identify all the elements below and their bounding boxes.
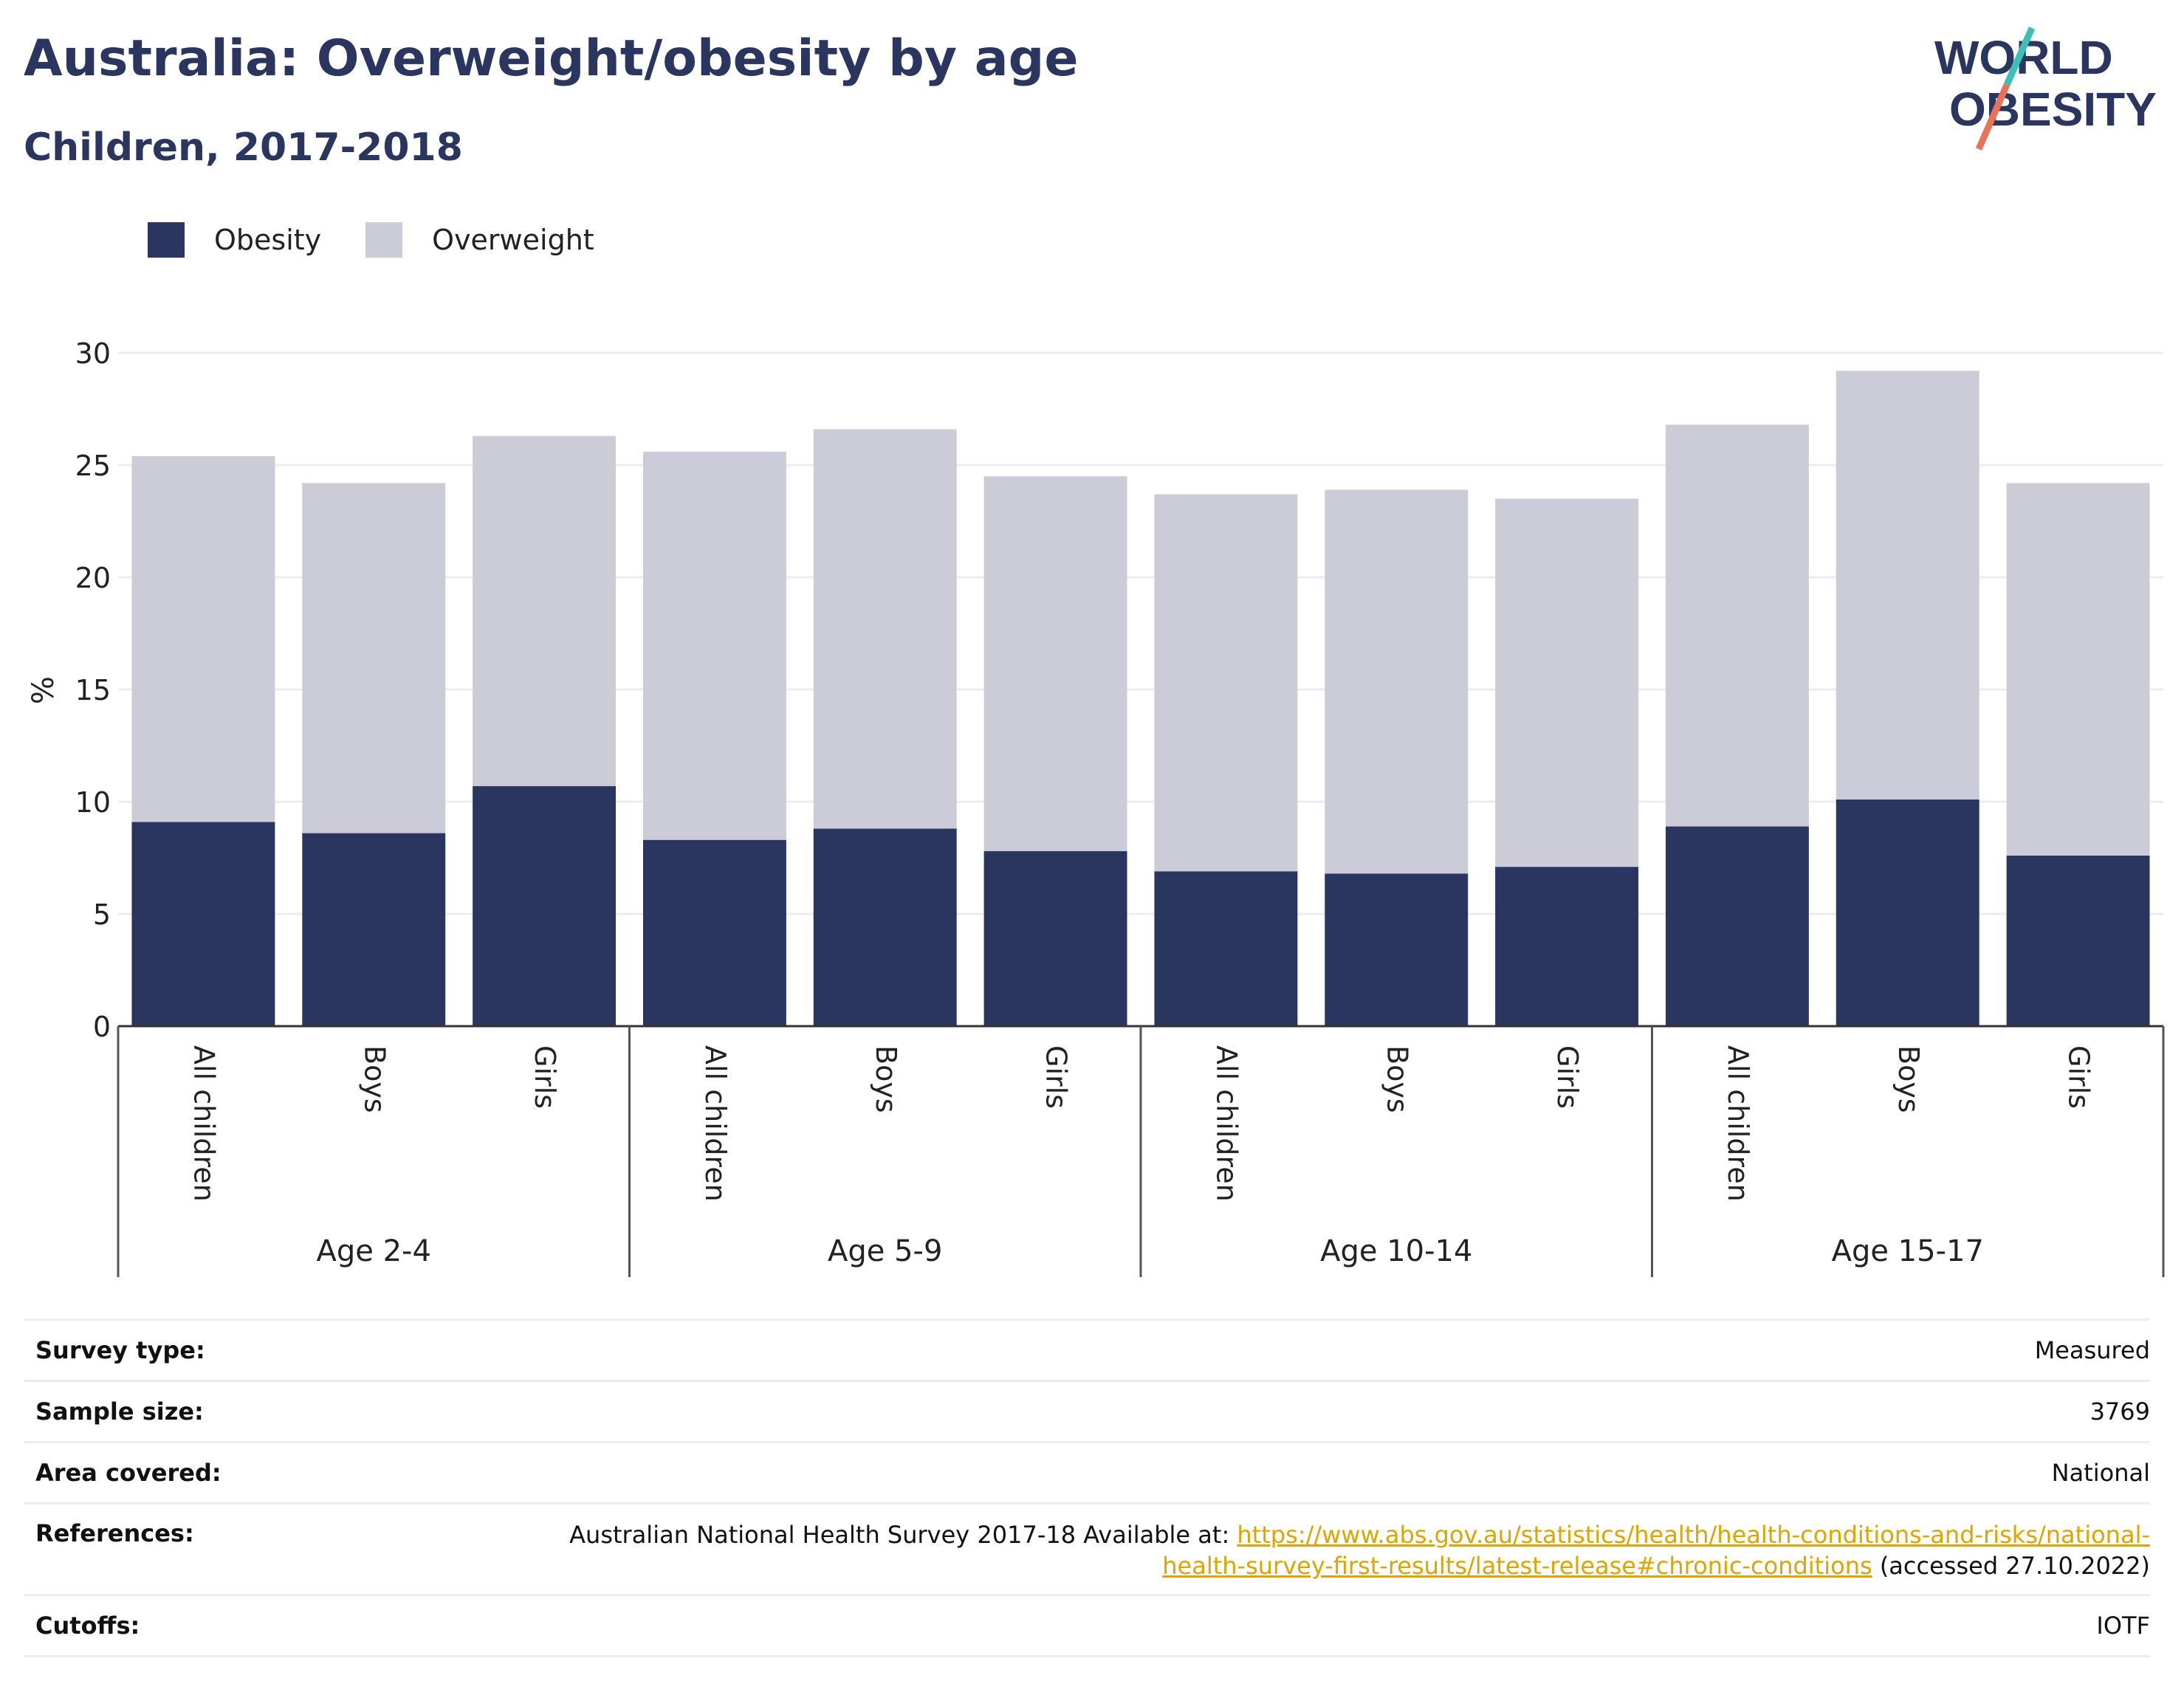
bar-obesity: [1154, 871, 1298, 1026]
legend: Obesity Overweight: [148, 220, 639, 260]
legend-swatch-overweight: [365, 222, 403, 258]
cutoffs-label: Cutoffs:: [35, 1612, 140, 1640]
references-label: References:: [35, 1519, 194, 1547]
bar-overweight: [1665, 424, 1809, 827]
stacked-bar-chart: 0 5 10 15 20 25 30% All children Boys Girls All ch…: [27, 337, 2165, 1277]
x-group-label: Age 2-4: [317, 1234, 431, 1268]
references-link-part2[interactable]: health-survey-first-results/latest-relea…: [1162, 1552, 1872, 1580]
x-category-label: All children: [1722, 1045, 1754, 1202]
bar-obesity: [1836, 799, 1979, 1026]
y-tick-label: 10: [75, 786, 111, 819]
references-value: Australian National Health Survey 2017-1…: [569, 1519, 2150, 1581]
bar-obesity: [473, 785, 617, 1026]
world-obesity-logo: WORLD OBESITY: [1934, 27, 2157, 151]
info-row-references: References: Australian National Health S…: [24, 1502, 2150, 1594]
x-category-label: All children: [1210, 1045, 1243, 1202]
y-tick-label: 25: [75, 450, 111, 482]
logo-slash-coral: [1975, 83, 2010, 151]
bar-overweight: [1836, 371, 1979, 800]
x-group-label: Age 10-14: [1320, 1234, 1472, 1268]
bar-obesity: [813, 828, 957, 1026]
references-link-part1[interactable]: https://www.abs.gov.au/statistics/health…: [1237, 1521, 2150, 1549]
x-category-label: Boys: [870, 1045, 902, 1113]
references-line2: health-survey-first-results/latest-relea…: [569, 1550, 2150, 1581]
bar-obesity: [983, 850, 1127, 1026]
x-category-label: All children: [188, 1045, 220, 1202]
sample-size-value: 3769: [2089, 1397, 2150, 1426]
survey-type-value: Measured: [2034, 1336, 2150, 1364]
bar-obesity: [302, 833, 446, 1026]
area-label: Area covered:: [35, 1459, 222, 1487]
x-category-label: Boys: [1892, 1045, 1925, 1113]
references-suffix: (accessed 27.10.2022): [1872, 1552, 2150, 1580]
x-category-label: All children: [699, 1045, 732, 1202]
bar-obesity: [642, 839, 786, 1026]
y-tick-label: 5: [93, 898, 111, 931]
x-category-label: Girls: [529, 1045, 561, 1109]
bar-obesity: [1325, 873, 1469, 1026]
logo-slash-teal: [2003, 27, 2036, 86]
x-category-label: Girls: [1551, 1045, 1584, 1109]
bar-obesity: [1665, 826, 1809, 1026]
info-row-area: Area covered: National: [24, 1441, 2150, 1502]
bar-overweight: [813, 429, 957, 829]
survey-type-label: Survey type:: [35, 1336, 205, 1364]
x-category-label: Girls: [1040, 1045, 1073, 1109]
x-category-label: Boys: [358, 1045, 391, 1113]
bar-obesity: [131, 822, 275, 1026]
x-group-label: Age 15-17: [1832, 1234, 1984, 1268]
legend-item-obesity[interactable]: Obesity: [148, 222, 321, 258]
y-tick-label: 15: [75, 674, 111, 706]
chart-subtitle: Children, 2017-2018: [24, 126, 463, 170]
legend-label-obesity: Obesity: [214, 224, 322, 256]
info-row-cutoffs: Cutoffs: IOTF: [24, 1594, 2150, 1657]
legend-item-overweight[interactable]: Overweight: [365, 222, 594, 258]
x-group-label: Age 5-9: [828, 1234, 942, 1268]
x-category-label: Boys: [1381, 1045, 1413, 1113]
info-row-survey-type: Survey type: Measured: [24, 1318, 2150, 1380]
y-axis-label: %: [27, 676, 61, 704]
cutoffs-value: IOTF: [2096, 1612, 2150, 1640]
bar-overweight: [983, 476, 1127, 851]
bar-obesity: [2006, 855, 2150, 1026]
bar-overweight: [642, 451, 786, 840]
bar-overweight: [1154, 494, 1298, 872]
legend-label-overweight: Overweight: [432, 224, 594, 256]
logo-line2: OBESITY: [1949, 83, 2157, 136]
area-value: National: [2051, 1459, 2150, 1487]
references-line1: Australian National Health Survey 2017-1…: [569, 1519, 2150, 1550]
legend-swatch-obesity: [148, 222, 185, 258]
bar-overweight: [302, 483, 446, 833]
x-category-label: Girls: [2063, 1045, 2095, 1109]
y-tick-label: 30: [75, 337, 111, 370]
bar-overweight: [473, 436, 617, 786]
bar-overweight: [131, 455, 275, 822]
info-table: Survey type: Measured Sample size: 3769 …: [24, 1318, 2150, 1657]
bar-overweight: [1325, 489, 1469, 874]
y-tick-label: 0: [93, 1011, 111, 1043]
chart-title: Australia: Overweight/obesity by age: [24, 30, 1079, 88]
y-tick-label: 20: [75, 562, 111, 594]
bar-overweight: [2006, 483, 2150, 856]
references-prefix: Australian National Health Survey 2017-1…: [569, 1521, 1237, 1549]
info-row-sample-size: Sample size: 3769: [24, 1380, 2150, 1441]
bar-overweight: [1495, 498, 1639, 867]
sample-size-label: Sample size:: [35, 1397, 204, 1426]
bar-obesity: [1495, 867, 1639, 1026]
